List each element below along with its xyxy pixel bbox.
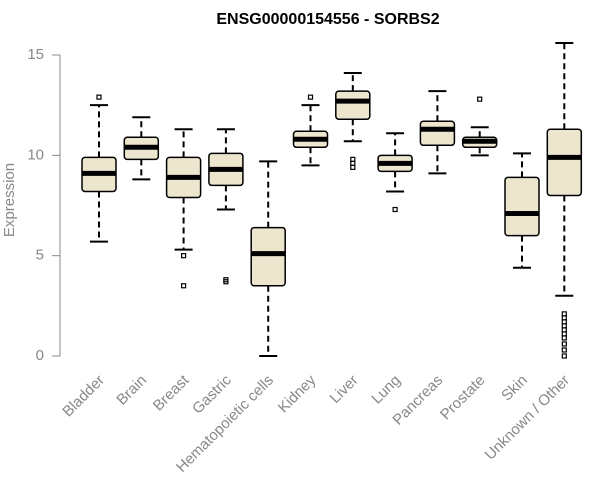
x-tick-label: Liver <box>327 372 362 407</box>
iqr-box <box>419 120 456 147</box>
iqr-box <box>250 226 286 287</box>
iqr-box <box>504 176 540 237</box>
outlier-point <box>561 319 567 325</box>
box-lung <box>377 132 413 213</box>
outlier-point <box>477 96 483 102</box>
outlier-point <box>561 353 567 359</box>
x-tick-label: Breast <box>150 371 193 414</box>
iqr-box <box>546 128 583 197</box>
outlier-point <box>223 279 229 285</box>
outlier-point <box>561 311 567 317</box>
y-tick-label: 0 <box>36 347 44 364</box>
x-tick-label: Skin <box>498 372 531 405</box>
y-tick-label: 5 <box>36 247 44 264</box>
y-tick-label: 15 <box>27 46 44 63</box>
box-liver <box>335 72 371 170</box>
outlier-point <box>561 315 567 321</box>
box-unknown-other <box>546 41 583 359</box>
box-skin <box>504 152 540 269</box>
outlier-point <box>181 283 187 289</box>
outlier-point <box>392 206 398 213</box>
outlier-point <box>561 341 567 347</box>
box-brain <box>123 116 160 181</box>
x-tick-label: Kidney <box>275 371 320 416</box>
iqr-box <box>335 90 371 120</box>
outlier-point <box>561 323 567 329</box>
x-tick-label: Brain <box>113 372 150 409</box>
y-axis-label: Expression <box>1 163 18 237</box>
outlier-point <box>561 347 567 353</box>
outlier-point <box>350 160 356 166</box>
x-tick-label: Lung <box>368 372 404 408</box>
y-tick-label: 10 <box>27 146 44 163</box>
outlier-point <box>181 253 187 259</box>
y-axis: 0 5 10 15 <box>27 46 61 364</box>
outlier-point <box>350 156 356 162</box>
box-gastric <box>208 128 244 285</box>
outlier-point <box>307 94 314 100</box>
box-prostate <box>461 96 498 157</box>
outlier-point <box>350 164 356 170</box>
box-breast <box>165 128 202 289</box>
outlier-point <box>561 327 567 333</box>
chart-title: ENSG00000154556 - SORBS2 <box>216 11 439 28</box>
x-tick-label: Bladder <box>59 372 108 421</box>
box-hematopoietic-cells <box>250 160 286 357</box>
boxes-group <box>81 41 583 359</box>
outlier-point <box>561 331 567 337</box>
outlier-point <box>561 335 567 341</box>
outlier-point <box>96 94 102 100</box>
box-bladder <box>81 94 117 243</box>
box-kidney <box>292 94 329 167</box>
x-tick-label: Prostate <box>437 372 489 424</box>
box-pancreas <box>419 90 456 175</box>
